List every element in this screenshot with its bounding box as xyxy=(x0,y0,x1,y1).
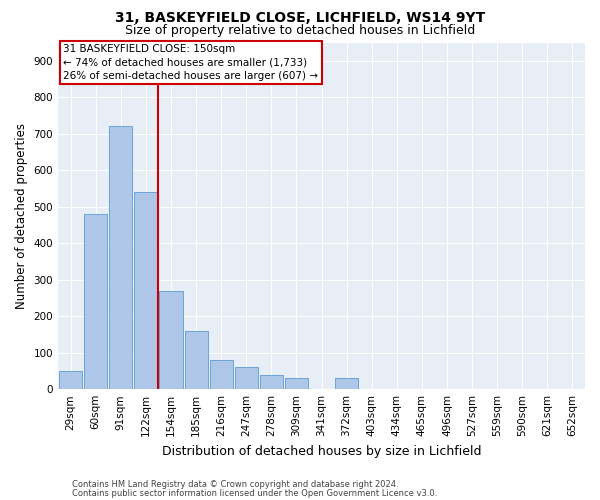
Bar xyxy=(235,368,258,389)
Bar xyxy=(84,214,107,389)
Text: Size of property relative to detached houses in Lichfield: Size of property relative to detached ho… xyxy=(125,24,475,37)
Bar xyxy=(109,126,133,389)
Bar xyxy=(285,378,308,389)
Text: 31, BASKEYFIELD CLOSE, LICHFIELD, WS14 9YT: 31, BASKEYFIELD CLOSE, LICHFIELD, WS14 9… xyxy=(115,11,485,25)
Bar xyxy=(134,192,157,389)
Bar xyxy=(185,331,208,389)
Bar xyxy=(209,360,233,389)
Text: 31 BASKEYFIELD CLOSE: 150sqm
← 74% of detached houses are smaller (1,733)
26% of: 31 BASKEYFIELD CLOSE: 150sqm ← 74% of de… xyxy=(64,44,319,80)
Y-axis label: Number of detached properties: Number of detached properties xyxy=(15,123,28,309)
Bar xyxy=(260,374,283,389)
Bar xyxy=(59,371,82,389)
X-axis label: Distribution of detached houses by size in Lichfield: Distribution of detached houses by size … xyxy=(162,444,481,458)
Bar xyxy=(160,290,182,389)
Bar xyxy=(335,378,358,389)
Text: Contains public sector information licensed under the Open Government Licence v3: Contains public sector information licen… xyxy=(72,488,437,498)
Text: Contains HM Land Registry data © Crown copyright and database right 2024.: Contains HM Land Registry data © Crown c… xyxy=(72,480,398,489)
